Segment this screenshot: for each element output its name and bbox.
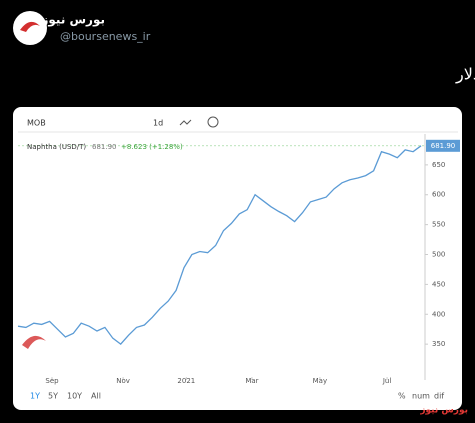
x-tick-label: Sep [45,377,59,385]
price-label: 681.90 [431,142,456,150]
range-button[interactable]: All [91,392,101,401]
range-button[interactable]: 5Y [48,392,58,401]
price-box [426,139,460,152]
range-button[interactable]: 1Y [30,392,40,401]
watermark: بورس نیوز [419,406,468,416]
range-button[interactable]: 10Y [67,392,82,401]
chart-card [13,107,462,410]
avatar[interactable] [13,11,47,45]
legend-value: 681.90 [92,143,117,151]
y-tick-label: 500 [432,251,445,259]
y-tick-label: 350 [432,340,445,348]
chart: 350 400 450 500 550 600 650 Sep Nov 2021 Mar May Jul… [17,134,460,385]
x-tick-label: Nov [116,377,130,385]
interval[interactable]: 1d [153,119,163,128]
y-tick-label: 450 [432,280,445,288]
y-tick-label: 600 [432,191,445,199]
line [17,145,422,345]
add-icon[interactable] [207,116,219,128]
x-tick-label: Jul [382,377,392,385]
x-tick-label: 2021 [177,377,195,385]
x-tick-label: Mar [245,377,258,385]
mode-button[interactable]: % [398,392,406,401]
chart-type-icon[interactable] [179,119,192,126]
x-tick-label: May [313,377,327,385]
user-name[interactable]: بورس نیوز [40,13,105,28]
symbol[interactable]: MOB [27,119,46,128]
legend-change: +8.623 (+1.28%) [121,143,183,151]
watermark-logo [22,335,46,349]
y-tick-label: 550 [432,221,445,229]
y-tick-label: 650 [432,161,445,169]
y-tick-label: 400 [432,310,445,318]
tweet-text: صعود نفتا به محدوده ۶۸۱ دلار [455,65,475,85]
avatar-logo [20,21,40,32]
mode-button[interactable]: dif [434,392,444,401]
mode-button[interactable]: num [412,392,430,401]
user-handle[interactable]: @boursenews_ir [60,30,151,43]
legend-name: Naphtha (USD/T) [27,143,86,151]
